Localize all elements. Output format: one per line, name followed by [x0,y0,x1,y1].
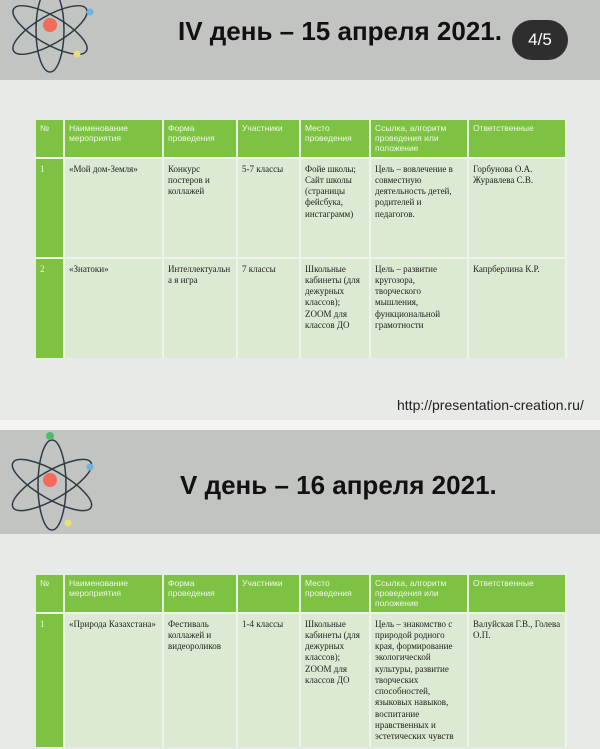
slide-1-table: № Наименование мероприятия Форма проведе… [36,120,567,358]
cell: Горбунова О.А. Журавлева С.В. [468,156,567,258]
cell: 2 [36,256,65,358]
slide-1-header [0,0,600,80]
header-cell: Участники [237,575,301,613]
slide-1-title: IV день – 15 апреля 2021. [178,16,502,46]
header-cell: Место проведения [300,120,371,158]
atom-logo-icon [11,432,94,531]
table-row: 2 «Знатоки» Интеллектуальна я игра 7 кла… [36,256,567,358]
header-cell: Ссылка, алгоритм проведения или положени… [370,120,469,158]
table-row: 1 «Мой дом-Земля» Конкурс постеров и кол… [36,156,567,258]
cell: Валуйская Г.В., Голева О.П. [468,611,567,748]
header-cell: Наименование мероприятия [64,120,164,158]
source-url[interactable]: http://presentation-creation.ru/ [397,397,584,413]
cell: Цель – развитие кругозора, творческого м… [370,256,469,358]
cell: «Природа Казахстана» [64,611,164,748]
header-cell: Ответственные [468,120,567,158]
atom-logo-icon [12,0,94,73]
cell: 5-7 классы [237,156,301,258]
cell: Школьные кабинеты (для дежурных классов)… [300,256,371,358]
table-header-row: № Наименование мероприятия Форма проведе… [36,575,567,613]
cell: Конкурс постеров и коллажей [163,156,238,258]
cell: 1 [36,611,65,748]
table-row: 1 «Природа Казахстана» Фестиваль коллаже… [36,611,567,748]
cell: «Мой дом-Земля» [64,156,164,258]
cell: 1-4 классы [237,611,301,748]
header-cell: Ссылка, алгоритм проведения или положени… [370,575,469,613]
header-cell: Ответственные [468,575,567,613]
cell: Цель – вовлечение в совместную деятельно… [370,156,469,258]
table-header-row: № Наименование мероприятия Форма проведе… [36,120,567,158]
slide-counter-badge: 4/5 [512,20,568,60]
slide-2-title: V день – 16 апреля 2021. [180,470,497,500]
slide-2-header [0,430,600,534]
header-cell: Форма проведения [163,120,238,158]
cell: Интеллектуальна я игра [163,256,238,358]
header-cell: Участники [237,120,301,158]
header-cell: № [36,575,65,613]
header-cell: № [36,120,65,158]
cell: 1 [36,156,65,258]
cell: Капрберлина К.Р. [468,256,567,358]
cell: Цель – знакомство с природой родного кра… [370,611,469,748]
header-cell: Форма проведения [163,575,238,613]
cell: «Знатоки» [64,256,164,358]
header-cell: Место проведения [300,575,371,613]
cell: Фойе школы; Сайт школы (страницы фейсбук… [300,156,371,258]
header-cell: Наименование мероприятия [64,575,164,613]
cell: Фестиваль коллажей и видеороликов [163,611,238,748]
slide-2-table: № Наименование мероприятия Форма проведе… [36,575,567,748]
cell: Школьные кабинеты (для дежурных классов)… [300,611,371,748]
cell: 7 классы [237,256,301,358]
